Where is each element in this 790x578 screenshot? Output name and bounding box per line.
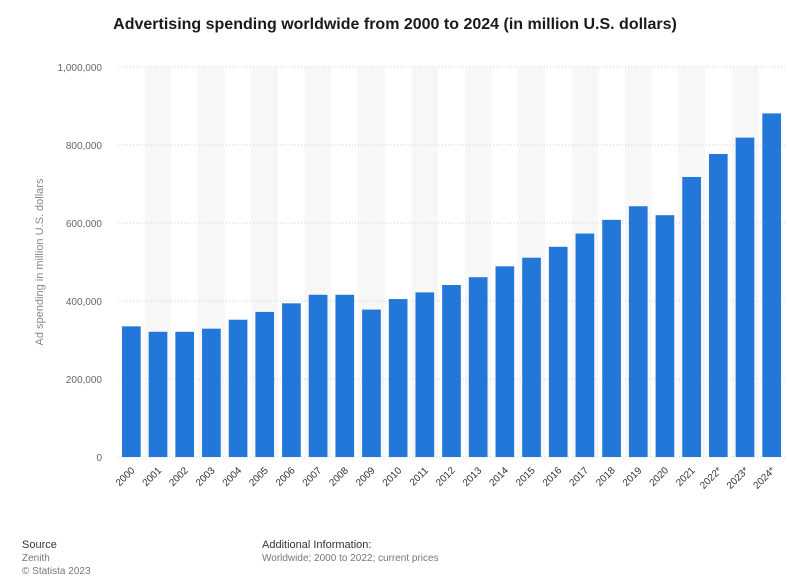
bar-2007	[308, 294, 328, 457]
bar-2018	[602, 219, 621, 457]
bar-2014	[495, 266, 515, 457]
bar-2002	[175, 331, 195, 457]
x-tick-label: 2004	[221, 465, 245, 489]
x-tick-label: 2007	[301, 465, 325, 489]
x-tick-label: 2019	[621, 465, 645, 489]
x-tick-label: 2023*	[725, 465, 751, 491]
y-tick-label: 1,000,000	[58, 63, 103, 74]
bar-2024*	[762, 113, 781, 457]
x-tick-label: 2012	[434, 465, 458, 489]
x-tick-label: 2002	[167, 465, 191, 489]
bar-2021	[682, 176, 701, 458]
source-block: Source Zenith © Statista 2023	[22, 539, 91, 578]
source-name[interactable]: Zenith	[22, 553, 50, 564]
bar-2000	[122, 326, 141, 457]
x-tick-label: 2016	[541, 465, 565, 489]
bar-2001	[148, 331, 168, 457]
y-tick-label: 400,000	[66, 297, 103, 308]
y-axis-label: Ad spending in million U.S. dollars	[34, 178, 46, 345]
bar-2003	[202, 328, 221, 457]
x-tick-label: 2009	[354, 465, 378, 489]
x-tick-label: 2000	[114, 465, 138, 489]
x-tick-label: 2010	[381, 465, 405, 489]
x-tick-label: 2014	[487, 465, 511, 489]
bar-2008	[335, 294, 355, 457]
x-tick-label: 2021	[674, 465, 698, 489]
bar-2022*	[708, 153, 728, 457]
chart-title: Advertising spending worldwide from 2000…	[113, 16, 677, 33]
bar-2015	[522, 257, 541, 457]
y-tick-label: 0	[96, 453, 102, 464]
bar-2016	[548, 246, 568, 457]
x-tick-label: 2013	[461, 465, 485, 489]
bar-2011	[415, 292, 435, 457]
bar-2006	[282, 303, 301, 457]
x-tick-label: 2003	[194, 465, 218, 489]
x-tick-label: 2005	[247, 465, 271, 489]
x-tick-label: 2011	[408, 465, 431, 488]
x-tick-label: 2024*	[752, 465, 778, 491]
x-tick-label: 2001	[141, 465, 165, 489]
x-tick-label: 2006	[274, 465, 298, 489]
y-tick-label: 600,000	[66, 219, 103, 230]
x-tick-label: 2022*	[698, 465, 724, 491]
bar-2020	[655, 215, 675, 457]
x-tick-label: 2017	[568, 465, 592, 489]
y-tick-label: 800,000	[66, 141, 103, 152]
x-tick-label: 2015	[514, 465, 538, 489]
copyright: © Statista 2023	[22, 566, 91, 577]
info-heading: Additional Information:	[262, 539, 372, 551]
bar-2013	[468, 277, 488, 457]
x-tick-label: 2008	[327, 465, 351, 489]
bar-2004	[228, 319, 248, 457]
x-tick-label: 2018	[594, 465, 618, 489]
bar-2009	[362, 309, 381, 457]
bar-2012	[442, 285, 461, 457]
bar-2019	[628, 206, 648, 457]
bar-chart: 0 200,000 400,000 600,000 800,000 1,000,000 20…	[34, 63, 785, 492]
bar-2005	[255, 311, 275, 457]
source-heading: Source	[22, 539, 57, 551]
y-tick-label: 200,000	[66, 375, 103, 386]
bar-2023*	[735, 137, 755, 457]
bar-2017	[575, 233, 595, 457]
x-tick-label: 2020	[648, 465, 672, 489]
info-text: Worldwide; 2000 to 2022; current prices	[262, 553, 439, 564]
bar-2010	[388, 299, 408, 457]
additional-info-block: Additional Information: Worldwide; 2000 …	[262, 539, 439, 565]
